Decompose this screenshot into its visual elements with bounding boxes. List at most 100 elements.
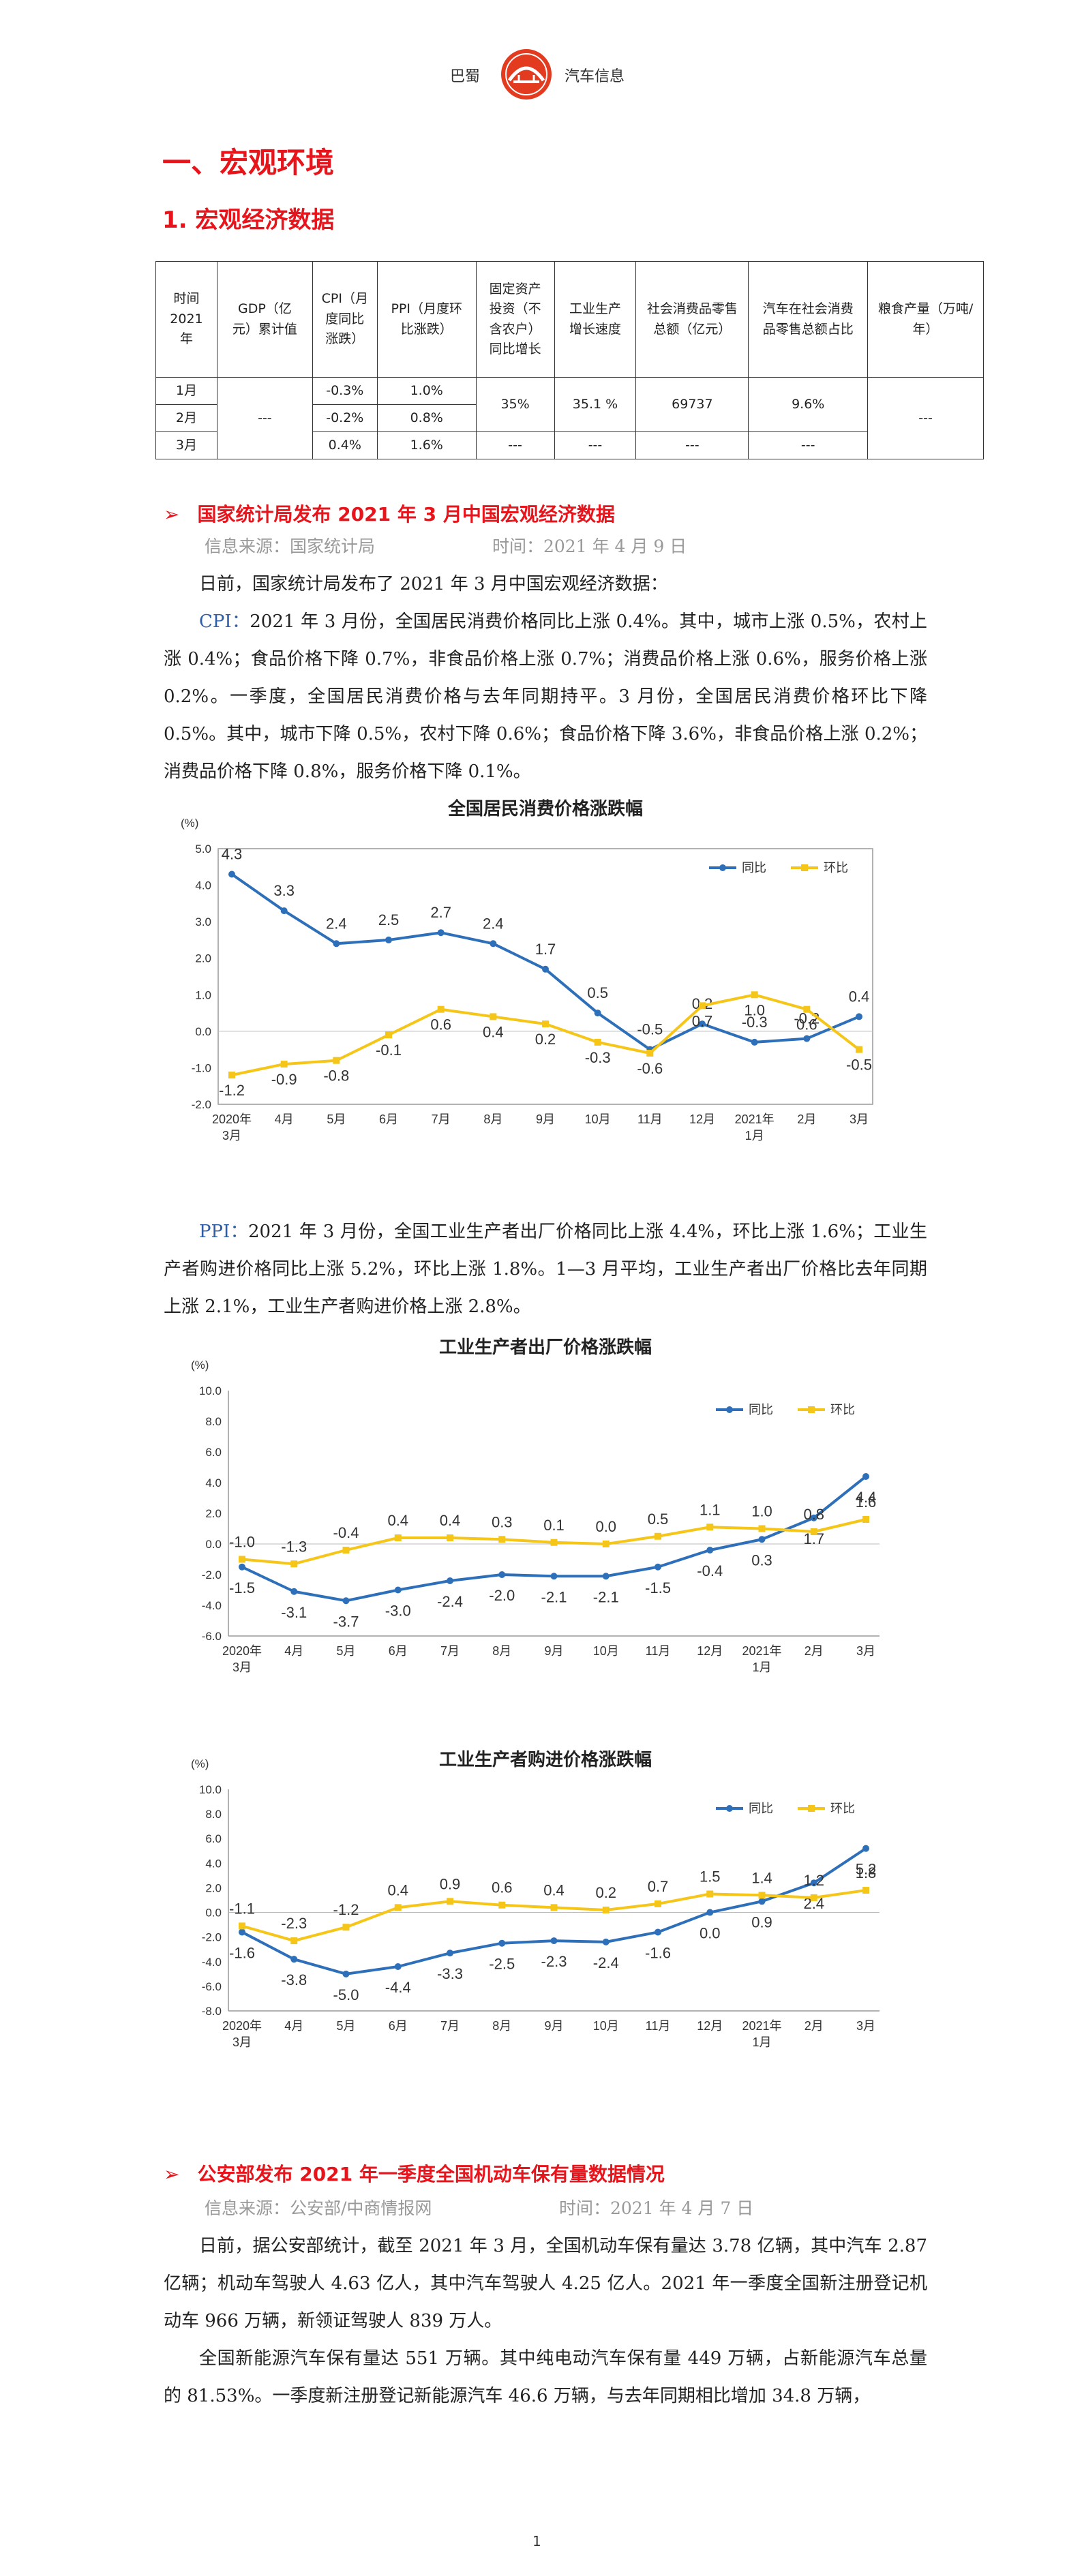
data-label: -3.0	[385, 1603, 411, 1620]
legend-marker	[719, 864, 726, 871]
data-point	[550, 1937, 558, 1945]
data-point	[751, 1038, 758, 1046]
data-point	[447, 1577, 453, 1584]
data-point	[342, 1970, 350, 1978]
data-label: -1.3	[281, 1538, 307, 1555]
x-tick-label: 8月	[483, 1112, 502, 1126]
x-tick-label: 9月	[544, 1644, 563, 1658]
data-label: 0.9	[751, 1913, 772, 1930]
x-tick-label: 2021年	[742, 1644, 781, 1658]
data-point	[706, 1909, 714, 1916]
data-label: 0.9	[440, 1875, 461, 1892]
table-header-row: 时间 2021 年 GDP（亿 元）累计值 CPI（月 度同比 涨跌） PPI（月度环 比涨…	[155, 261, 984, 378]
arrow-bullet-icon: ➢	[164, 2163, 180, 2185]
table-row: 2月 -0.2% 0.8%	[155, 404, 984, 432]
header-time: 时间 2021 年	[155, 261, 217, 378]
y-tick-label: 2.0	[195, 952, 211, 965]
data-label: -2.1	[593, 1588, 619, 1605]
data-point	[342, 1597, 350, 1605]
x-tick-label: 3月	[232, 1661, 252, 1674]
data-label: 0.4	[387, 1512, 408, 1529]
data-point	[542, 965, 549, 973]
legend-label: 同比	[749, 1802, 773, 1815]
data-label: 4.4	[856, 1489, 877, 1506]
y-tick-label: -6.0	[202, 1630, 222, 1643]
news-source: 信息来源：国家统计局	[205, 536, 376, 556]
y-tick-label: -1.0	[192, 1061, 211, 1074]
data-point	[655, 1900, 661, 1907]
data-label: -2.3	[281, 1915, 307, 1932]
data-point	[290, 1560, 298, 1568]
x-tick-label: 4月	[284, 1644, 303, 1658]
x-tick-label: 9月	[536, 1112, 555, 1126]
data-point	[498, 1939, 506, 1947]
data-point	[602, 1541, 610, 1547]
data-label: 1.1	[700, 1501, 721, 1518]
x-tick-label: 1月	[752, 1661, 771, 1674]
data-point	[280, 907, 288, 915]
data-point	[228, 870, 235, 878]
data-label: -0.4	[333, 1524, 359, 1541]
news-title-2: ➢ 公安部发布 2021 年一季度全国机动车保有量数据情况	[164, 2160, 665, 2187]
data-label: 0.6	[796, 1016, 817, 1033]
data-point	[602, 1906, 610, 1913]
data-point	[490, 940, 497, 948]
data-point	[594, 1010, 601, 1017]
section-title: 一、宏观环境	[162, 146, 335, 179]
data-point	[542, 1020, 549, 1028]
header-right-text: 汽车信息	[565, 68, 625, 85]
data-point	[550, 1573, 558, 1580]
x-tick-label: 4月	[275, 1112, 294, 1126]
news-source: 信息来源：公安部/中商情报网	[205, 2198, 432, 2218]
y-tick-label: 0.0	[205, 1907, 222, 1920]
data-label: -0.4	[697, 1562, 723, 1579]
data-point	[862, 1845, 869, 1852]
data-point	[239, 1922, 245, 1930]
data-label: 1.5	[700, 1868, 721, 1885]
y-tick-label: 6.0	[205, 1832, 222, 1845]
x-tick-label: 12月	[689, 1112, 715, 1126]
data-point	[290, 1937, 298, 1945]
x-tick-label: 4月	[284, 2019, 303, 2033]
data-label: 1.4	[751, 1869, 772, 1886]
data-point	[758, 1536, 766, 1543]
data-label: -3.1	[281, 1604, 307, 1621]
y-axis-unit: (%)	[181, 817, 198, 830]
x-tick-label: 2021年	[735, 1112, 775, 1126]
data-point	[550, 1904, 558, 1911]
x-tick-label: 9月	[544, 2019, 563, 2033]
data-point	[290, 1588, 298, 1595]
cpi-text: 2021 年 3 月份，全国居民消费价格同比上涨 0.4%。其中，城市上涨 0.…	[164, 611, 927, 782]
data-label: 0.5	[587, 984, 608, 1001]
chart-title: 工业生产者出厂价格涨跌幅	[439, 1337, 652, 1357]
cell-cpi: -0.3%	[312, 377, 378, 405]
data-point	[498, 1901, 506, 1909]
x-tick-label: 3月	[850, 1112, 869, 1126]
data-label: 0.4	[440, 1512, 461, 1529]
data-label: 0.7	[692, 1012, 713, 1029]
data-point	[550, 1539, 558, 1546]
data-label: -0.3	[585, 1049, 611, 1066]
y-tick-label: 10.0	[199, 1783, 222, 1796]
data-point	[290, 1956, 298, 1963]
data-label: 0.6	[492, 1879, 513, 1896]
data-label: 2.5	[378, 911, 400, 928]
data-label: 0.4	[849, 988, 870, 1005]
data-label: 2.4	[326, 915, 347, 932]
data-label: -0.2	[794, 1010, 820, 1027]
data-point	[394, 1586, 402, 1594]
data-label: -0.1	[376, 1042, 402, 1059]
y-tick-label: 1.0	[195, 988, 211, 1001]
y-tick-label: -2.0	[202, 1569, 222, 1581]
page-header: 巴蜀 汽车信息	[0, 48, 1082, 102]
data-label: 1.0	[751, 1503, 772, 1520]
y-tick-label: 5.0	[195, 843, 211, 855]
legend-marker	[808, 1406, 815, 1413]
y-tick-label: 10.0	[199, 1384, 222, 1397]
y-tick-label: 0.0	[205, 1538, 222, 1551]
data-point	[758, 1898, 766, 1905]
data-point	[280, 1061, 288, 1068]
data-label: -2.3	[541, 1953, 567, 1970]
legend-label: 环比	[830, 1802, 855, 1815]
data-point	[655, 1532, 661, 1540]
